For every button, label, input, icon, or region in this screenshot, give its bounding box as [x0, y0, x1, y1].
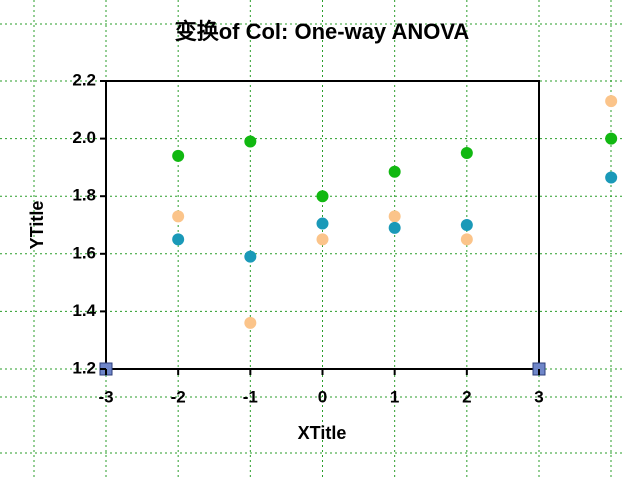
x-axis-label: XTitle — [298, 423, 347, 443]
data-point — [605, 171, 618, 184]
data-point — [460, 219, 473, 231]
x-tick-label: 3 — [534, 387, 543, 406]
data-point — [316, 233, 329, 246]
data-point — [388, 210, 401, 223]
x-tick-label: 1 — [390, 387, 399, 406]
x-tick-label: -2 — [171, 387, 186, 406]
y-tick-label: 1.4 — [72, 301, 96, 320]
data-point — [460, 233, 473, 246]
y-tick-label: 2.2 — [72, 70, 96, 89]
data-point — [172, 149, 185, 162]
y-axis-label: YTitle — [27, 201, 47, 250]
x-tick-label: 2 — [462, 387, 471, 406]
data-point — [460, 147, 473, 159]
data-point — [172, 210, 185, 223]
chart-title: 变换of Col: One-way ANOVA — [175, 19, 470, 44]
data-point — [316, 190, 329, 203]
y-tick-label: 2.0 — [72, 128, 96, 147]
x-tick-label: -3 — [98, 387, 113, 406]
y-tick-label: 1.8 — [72, 186, 96, 205]
y-tick-label: 1.2 — [72, 358, 96, 377]
data-point — [388, 221, 401, 234]
data-point — [244, 135, 257, 148]
y-tick-label: 1.6 — [72, 243, 96, 262]
data-point — [172, 233, 185, 246]
data-point — [244, 250, 257, 263]
x-tick-label: -1 — [243, 387, 258, 406]
data-point — [388, 165, 401, 178]
data-point — [316, 217, 329, 230]
data-point — [605, 95, 618, 108]
data-point — [244, 316, 257, 329]
data-point — [605, 132, 618, 145]
x-tick-label: 0 — [318, 387, 327, 406]
